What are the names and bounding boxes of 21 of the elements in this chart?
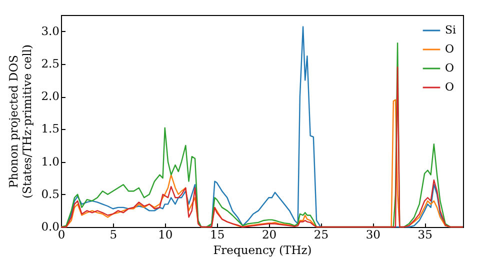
x-tick-label: 10 bbox=[158, 228, 173, 242]
x-tick-label: 15 bbox=[210, 228, 225, 242]
y-axis-title: Phonon projected DOS (States/THz·primitive cell) bbox=[6, 44, 34, 198]
y-tick-label: 0.5 bbox=[41, 186, 60, 201]
x-tick-label: 5 bbox=[110, 228, 118, 242]
legend-label: O bbox=[445, 80, 454, 94]
x-axis-title: Frequency (THz) bbox=[213, 243, 312, 257]
legend-label: O bbox=[445, 62, 454, 74]
y-tick-label: 2.0 bbox=[41, 89, 60, 104]
y-tick-label: 2.5 bbox=[41, 56, 60, 70]
y-tick-label: 1.5 bbox=[41, 122, 60, 136]
x-tick-label: 35 bbox=[418, 228, 432, 242]
legend-label: Si bbox=[445, 24, 457, 36]
y-tick-label: 1.0 bbox=[41, 154, 60, 168]
x-tick-label: 0 bbox=[58, 228, 66, 242]
legend-label: O bbox=[445, 42, 454, 56]
y-tick-label: 3.0 bbox=[41, 24, 60, 38]
x-tick-label: 20 bbox=[262, 228, 277, 242]
x-tick-label: 25 bbox=[314, 228, 329, 242]
y-tick-label: 0.0 bbox=[41, 220, 60, 234]
x-tick-label: 30 bbox=[366, 228, 380, 242]
